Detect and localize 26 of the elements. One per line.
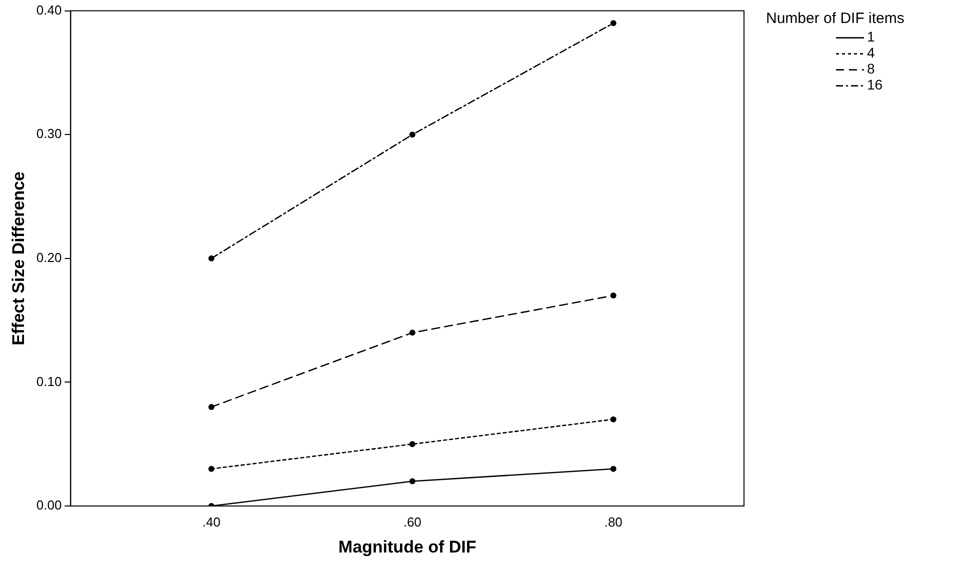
point	[409, 478, 416, 484]
point	[610, 466, 616, 472]
y-tick-label: 0.20	[36, 250, 62, 265]
legend-label: 8	[867, 60, 875, 77]
y-axis-title: Effect Size Difference	[8, 171, 28, 346]
x-tick-label: .80	[604, 514, 622, 530]
point	[409, 330, 416, 336]
point	[208, 255, 214, 262]
legend-label: 1	[867, 28, 875, 45]
x-tick-label: .40	[202, 514, 220, 530]
y-tick-label: 0.40	[36, 2, 62, 18]
y-tick-label: 0.00	[36, 498, 62, 513]
point	[610, 20, 616, 26]
x-axis-title: Magnitude of DIF	[338, 537, 476, 556]
legend-label: 16	[867, 76, 883, 93]
point	[409, 132, 416, 138]
x-tick-label: .60	[403, 514, 422, 530]
point	[409, 441, 416, 448]
point	[610, 416, 616, 422]
point	[610, 292, 616, 299]
point	[208, 404, 214, 410]
legend-title: Number of DIF items	[766, 10, 904, 27]
y-tick-label: 0.30	[36, 126, 62, 142]
legend-label: 4	[867, 44, 875, 61]
point	[208, 466, 214, 472]
y-tick-label: 0.10	[36, 374, 62, 389]
